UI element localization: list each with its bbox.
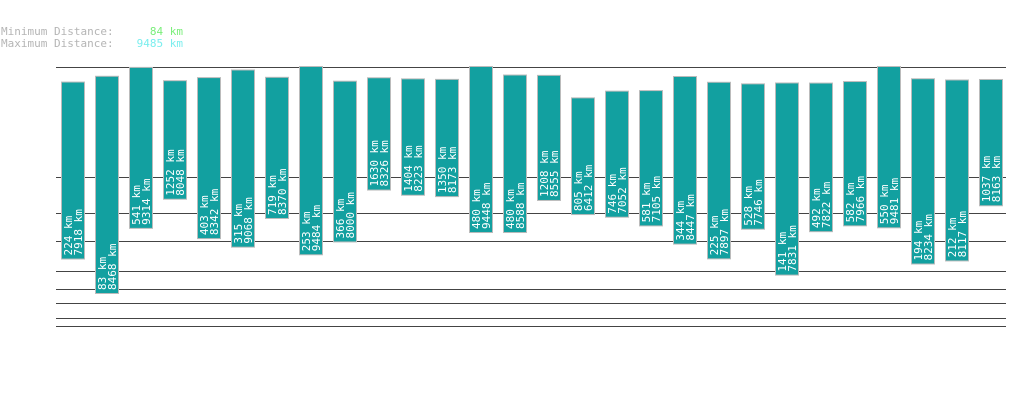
max-label: 8447 km (684, 194, 697, 241)
range-bar (877, 66, 901, 229)
range-bar (673, 76, 697, 245)
min-label: 344 km (674, 200, 687, 240)
min-label: 581 km (640, 182, 653, 222)
range-bar (129, 66, 153, 229)
min-label: 541 km (130, 185, 143, 225)
range-bar (707, 81, 731, 260)
range-bar (435, 78, 459, 198)
range-bar (401, 78, 425, 196)
min-label: 194 km (912, 220, 925, 260)
min-label: 366 km (334, 198, 347, 238)
max-label: 8234 km (922, 214, 935, 261)
range-bar (469, 66, 493, 234)
max-label: 8173 km (446, 146, 459, 193)
min-label: 83 km (96, 257, 109, 290)
max-label: 8370 km (276, 168, 289, 215)
max-label: 9068 km (242, 197, 255, 244)
range-bar (809, 82, 833, 233)
range-bar (95, 75, 119, 295)
max-label: 8117 km (956, 211, 969, 258)
max-label: 8163 km (990, 156, 1003, 203)
min-label: 224 km (62, 215, 75, 255)
max-label: 6412 km (582, 164, 595, 211)
max-label: 8342 km (208, 188, 221, 235)
max-label: 7105 km (650, 176, 663, 223)
range-bar (775, 82, 799, 276)
max-label: 8468 km (106, 243, 119, 290)
range-bar (911, 78, 935, 265)
min-label: 1630 km (368, 140, 381, 187)
max-label: 7918 km (72, 209, 85, 256)
max-distance-value: 9485 km (136, 37, 183, 50)
range-bar (503, 74, 527, 234)
min-label: 1404 km (402, 145, 415, 192)
max-label: 9448 km (480, 182, 493, 229)
min-label: 141 km (776, 231, 789, 271)
min-label: 1252 km (164, 149, 177, 196)
min-label: 253 km (300, 211, 313, 251)
range-bar (741, 83, 765, 230)
min-label: 805 km (572, 171, 585, 211)
range-bar (299, 66, 323, 256)
range-bar (61, 81, 85, 260)
min-label: 480 km (470, 189, 483, 229)
min-label: 582 km (844, 182, 857, 222)
max-label: 8223 km (412, 145, 425, 192)
range-bar (571, 97, 595, 216)
max-label: 7822 km (820, 181, 833, 228)
min-label: 212 km (946, 217, 959, 257)
max-label: 8000 km (344, 192, 357, 239)
range-bar (945, 79, 969, 262)
min-label: 225 km (708, 215, 721, 255)
max-label: 9484 km (310, 205, 323, 252)
max-label: 7966 km (854, 176, 867, 223)
range-bar (843, 81, 867, 227)
min-label: 1350 km (436, 146, 449, 193)
max-label: 7746 km (752, 179, 765, 226)
min-label: 492 km (810, 188, 823, 228)
range-bar (265, 76, 289, 219)
min-label: 550 km (878, 184, 891, 224)
max-label: 8326 km (378, 140, 391, 187)
min-label: 480 km (504, 189, 517, 229)
max-label: 8048 km (174, 149, 187, 196)
min-label: 528 km (742, 186, 755, 226)
min-label: 315 km (232, 204, 245, 244)
max-label: 9314 km (140, 178, 153, 225)
min-label: 1037 km (980, 156, 993, 203)
min-distance-label: Minimum Distance: (1, 25, 114, 38)
range-bar (231, 69, 255, 248)
max-label: 7831 km (786, 225, 799, 272)
max-label: 9481 km (888, 178, 901, 225)
max-label: 7052 km (616, 167, 629, 214)
range-bar (333, 80, 357, 243)
range-bar (163, 80, 187, 200)
max-label: 8555 km (548, 150, 561, 197)
range-bar (979, 78, 1003, 207)
range-bar (605, 90, 629, 218)
max-label: 7897 km (718, 209, 731, 256)
range-bar (367, 77, 391, 191)
min-label: 403 km (198, 195, 211, 235)
max-label: 8588 km (514, 182, 527, 229)
range-bar (639, 90, 663, 227)
min-label: 746 km (606, 174, 619, 214)
max-distance-label: Maximum Distance: (1, 37, 114, 50)
min-label: 1208 km (538, 150, 551, 197)
min-distance-value: 84 km (149, 25, 183, 38)
min-label: 719 km (266, 175, 279, 215)
range-bar (197, 77, 221, 240)
range-bar (537, 74, 561, 201)
